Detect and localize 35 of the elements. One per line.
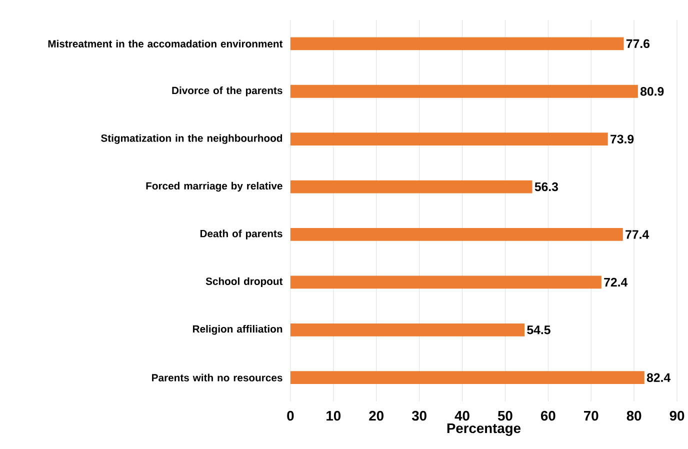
data-label: 82.4 [646, 373, 671, 382]
x-tick-label: 80 [626, 410, 642, 421]
x-tick-label: 90 [670, 410, 684, 421]
x-tick-label: 30 [412, 410, 426, 421]
x-tick-label: 70 [584, 410, 598, 421]
x-tick-label: 60 [540, 410, 556, 421]
bar [290, 371, 644, 384]
y-tick-label: Stigmatization in the neighbourhood [101, 134, 282, 144]
bar [290, 228, 623, 241]
y-tick-label: Religion affiliation [192, 325, 282, 335]
y-tick-label: Death of parents [200, 230, 282, 240]
y-tick-label: Divorce of the parents [172, 86, 282, 96]
y-tick-label: Forced marriage by relative [146, 182, 282, 192]
data-label: 73.9 [610, 134, 634, 144]
x-axis-title: Percentage [447, 424, 521, 436]
x-tick-label: 20 [369, 410, 384, 421]
x-tick-label: 50 [498, 410, 512, 421]
x-tick-label: 40 [454, 410, 470, 421]
data-label: 77.6 [626, 39, 650, 48]
data-label: 77.4 [626, 230, 650, 239]
bar [290, 37, 624, 50]
data-label: 54.5 [527, 326, 550, 334]
bar [290, 276, 602, 289]
data-label: 56.3 [534, 182, 558, 192]
bar [290, 132, 608, 146]
bar [290, 323, 525, 336]
y-tick-label: School dropout [206, 277, 283, 288]
bar [290, 84, 638, 98]
x-tick-label: 10 [326, 410, 341, 421]
y-tick-label: Mistreatment in the accomadation environment [48, 40, 283, 48]
x-tick-label: 0 [287, 410, 294, 421]
data-label: 80.9 [640, 87, 664, 96]
data-label: 72.4 [604, 278, 628, 286]
y-tick-label: Parents with no resources [152, 374, 282, 382]
bar [290, 180, 532, 194]
